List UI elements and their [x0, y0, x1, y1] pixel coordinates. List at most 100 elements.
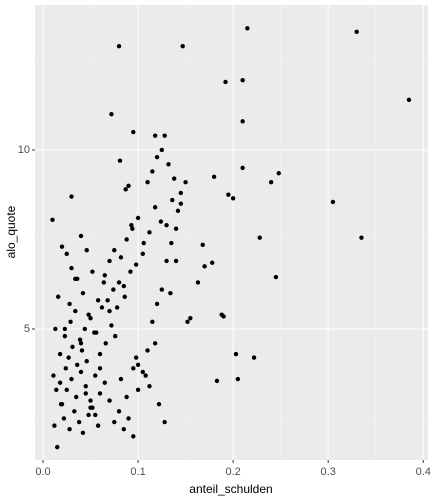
- point: [223, 79, 228, 85]
- x-tick-label: 0.1: [130, 466, 145, 478]
- point: [101, 280, 107, 285]
- point: [116, 43, 122, 49]
- point: [145, 180, 150, 185]
- point: [103, 341, 108, 346]
- point: [117, 158, 123, 163]
- point: [83, 391, 88, 396]
- point: [64, 387, 69, 393]
- point: [154, 154, 160, 160]
- point: [240, 119, 245, 124]
- point: [62, 326, 68, 332]
- point: [121, 427, 126, 432]
- point: [140, 369, 146, 375]
- point: [185, 319, 190, 325]
- point: [123, 187, 128, 192]
- point: [109, 323, 114, 328]
- point: [74, 394, 79, 400]
- x-axis-title: anteil_schulden: [189, 482, 272, 496]
- point: [221, 314, 226, 319]
- point: [73, 308, 78, 314]
- point: [164, 258, 169, 264]
- point: [83, 384, 88, 389]
- point: [240, 77, 245, 83]
- point: [143, 373, 148, 378]
- point: [124, 394, 129, 400]
- y-tick-label: 5: [24, 323, 30, 335]
- point: [210, 260, 215, 265]
- point: [183, 180, 188, 185]
- point: [102, 273, 107, 278]
- point: [57, 351, 63, 357]
- point: [95, 423, 101, 428]
- point: [235, 376, 241, 382]
- point: [273, 274, 279, 280]
- point: [97, 366, 103, 371]
- point: [62, 333, 68, 339]
- point: [76, 419, 82, 425]
- point: [245, 26, 250, 31]
- point: [88, 316, 93, 321]
- point: [156, 401, 162, 407]
- point: [152, 341, 158, 346]
- point: [178, 201, 184, 206]
- point: [86, 412, 91, 418]
- point: [67, 427, 72, 432]
- point: [135, 387, 141, 393]
- point: [68, 319, 73, 325]
- point: [129, 222, 134, 228]
- point: [84, 248, 89, 253]
- point: [78, 369, 84, 375]
- point: [226, 192, 231, 197]
- point: [178, 190, 184, 196]
- point: [175, 208, 181, 214]
- point: [118, 376, 124, 382]
- point: [95, 298, 101, 303]
- point: [93, 373, 98, 378]
- point: [121, 283, 126, 289]
- point: [168, 290, 173, 296]
- point: [268, 180, 274, 185]
- point: [147, 384, 152, 389]
- point: [128, 269, 133, 274]
- point: [111, 287, 116, 292]
- point: [240, 165, 245, 171]
- point: [53, 326, 58, 332]
- point: [112, 419, 117, 425]
- point: [214, 378, 220, 384]
- point: [80, 430, 86, 435]
- point: [58, 401, 64, 407]
- point: [55, 294, 61, 299]
- point: [173, 226, 179, 231]
- point: [107, 398, 112, 403]
- point: [54, 387, 59, 393]
- x-tick-label: 0.0: [35, 466, 50, 478]
- x-tick-label: 0.3: [321, 466, 336, 478]
- point: [195, 280, 201, 285]
- point: [118, 255, 124, 260]
- point: [107, 258, 112, 264]
- point: [171, 176, 177, 181]
- point: [135, 362, 141, 367]
- point: [359, 235, 364, 240]
- point: [169, 240, 174, 246]
- point: [77, 337, 83, 342]
- x-tick-label: 0.4: [416, 466, 431, 478]
- point: [145, 348, 150, 353]
- point: [166, 162, 171, 167]
- point: [63, 366, 69, 371]
- point: [159, 287, 165, 292]
- point: [188, 316, 193, 321]
- point: [354, 29, 359, 35]
- point: [211, 174, 217, 180]
- point: [158, 219, 164, 224]
- point: [130, 226, 135, 231]
- point: [131, 129, 136, 135]
- point: [73, 276, 78, 282]
- point: [131, 366, 136, 371]
- point: [152, 133, 158, 138]
- y-tick-label: 10: [18, 144, 30, 156]
- point: [135, 215, 141, 221]
- point: [88, 398, 93, 403]
- point: [78, 233, 84, 239]
